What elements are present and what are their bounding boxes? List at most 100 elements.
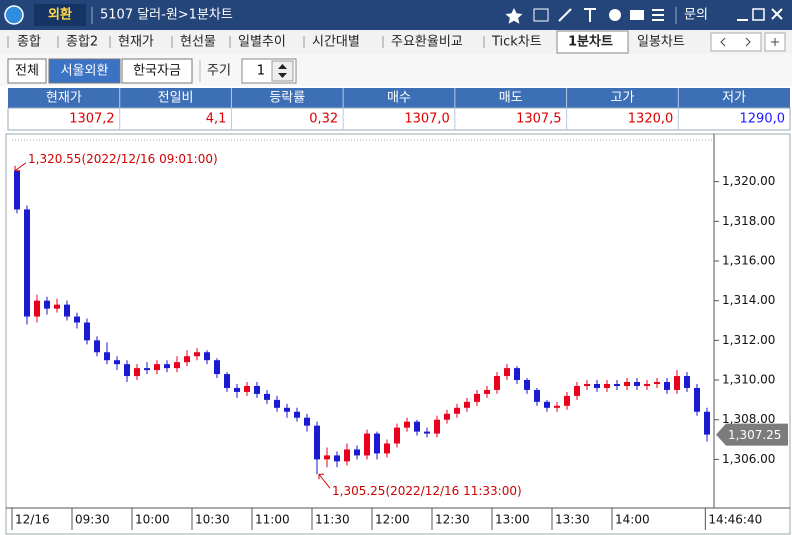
annotation-arrowhead	[318, 473, 324, 480]
tab-add-icon[interactable]	[771, 38, 779, 46]
tab[interactable]: 일별추이	[238, 35, 286, 50]
tab[interactable]: 주요환율비교	[391, 35, 463, 50]
candle-body	[414, 421, 420, 432]
candle-body	[444, 413, 450, 420]
candle-body	[384, 443, 390, 454]
x-tick-label: 09:30	[75, 513, 110, 527]
candle-body	[174, 362, 180, 369]
x-tick-label: 12:30	[435, 513, 470, 527]
tab[interactable]: 현선물	[180, 35, 216, 50]
candle-body	[224, 374, 230, 388]
tab[interactable]: 현재가	[118, 35, 154, 50]
filter-button-label[interactable]: 서울외환	[61, 64, 109, 79]
candle-body	[144, 368, 150, 371]
table-header-row	[8, 88, 790, 108]
spinner-buttons[interactable]	[271, 60, 294, 82]
y-tick-label: 1,318.00	[722, 214, 775, 228]
help-icon[interactable]	[609, 9, 621, 21]
candle-body	[574, 385, 580, 396]
candle-body	[554, 405, 560, 408]
candle-body	[94, 340, 100, 353]
table-header: 매수	[387, 91, 411, 106]
candle-body	[254, 385, 260, 394]
table-header: 현재가	[46, 91, 82, 106]
candle-body	[684, 376, 690, 388]
tab[interactable]: 종합2	[66, 35, 98, 50]
table-header: 매도	[499, 91, 523, 106]
header-tab[interactable]	[34, 4, 86, 26]
candle-body	[404, 421, 410, 428]
candle-body	[464, 401, 470, 408]
inquiry-button[interactable]: 문의	[684, 8, 708, 23]
candle-body	[264, 393, 270, 400]
tab[interactable]: 시간대별	[312, 35, 360, 50]
candle-body	[54, 304, 60, 309]
spinner-arrows[interactable]	[278, 64, 287, 78]
candle-body	[394, 427, 400, 444]
table-value: 1320,0	[628, 112, 674, 127]
x-tick-label: 11:00	[255, 513, 290, 527]
candle-body	[634, 382, 640, 386]
candle-body	[654, 382, 660, 384]
candle-body	[614, 383, 620, 386]
filter-button-label[interactable]: 한국자금	[133, 64, 181, 79]
annotation-arrow	[318, 473, 331, 489]
candle-body	[664, 382, 670, 390]
candle-body	[234, 387, 240, 392]
period-value[interactable]: 1	[257, 64, 265, 79]
candle-body	[454, 407, 460, 414]
candle-body	[124, 364, 130, 377]
y-tick-label: 1,312.00	[722, 333, 775, 347]
candle-body	[324, 455, 330, 460]
candle-body	[544, 401, 550, 408]
tab[interactable]: 종합	[17, 35, 41, 50]
filter-button[interactable]	[7, 58, 47, 84]
edit-icon[interactable]	[558, 8, 572, 22]
candle-body	[344, 449, 350, 462]
filter-button[interactable]	[48, 58, 121, 84]
candle-body	[564, 395, 570, 406]
candle-body	[64, 304, 70, 317]
print-icon[interactable]	[630, 10, 644, 20]
tab[interactable]: 1분차트	[568, 34, 613, 50]
tab-scroll[interactable]	[710, 32, 762, 52]
candle-body	[274, 399, 280, 408]
menu-icon[interactable]	[652, 9, 664, 21]
candle-body	[494, 376, 500, 390]
tab-scroll-arrows[interactable]	[720, 37, 751, 47]
tab[interactable]: Tick차트	[491, 35, 542, 50]
table-value: 1307,2	[69, 112, 115, 127]
candle-body	[24, 209, 30, 317]
header-tab-label[interactable]: 외환	[48, 7, 72, 23]
x-tick-label: 14:00	[615, 513, 650, 527]
candle-body	[114, 360, 120, 365]
candle-body	[294, 411, 300, 418]
candle-body	[524, 380, 530, 390]
close-button[interactable]	[771, 8, 783, 20]
last-price-label: 1,307.25	[728, 428, 781, 442]
link-icon[interactable]	[533, 8, 549, 22]
annotation: 1,320.55(2022/12/16 09:01:00)	[28, 152, 218, 166]
font-icon[interactable]	[584, 8, 596, 22]
filter-button[interactable]	[121, 58, 193, 84]
candle-body	[624, 382, 630, 386]
maximize-button[interactable]	[752, 8, 765, 21]
candle-body	[204, 352, 210, 361]
candle-body	[284, 407, 290, 412]
table-value: 0,32	[309, 112, 338, 127]
x-tick-label: 12:00	[375, 513, 410, 527]
tab-selected-bg[interactable]	[556, 30, 629, 54]
candle-body	[594, 383, 600, 388]
x-tick-label: 14:46:40	[708, 513, 762, 527]
candle-body	[84, 322, 90, 341]
tab[interactable]: 일봉차트	[637, 35, 685, 50]
tab-row	[0, 30, 792, 54]
candle-body	[154, 364, 160, 371]
candle-body	[244, 385, 250, 392]
filter-button-label[interactable]: 전체	[15, 64, 39, 79]
favorite-icon[interactable]	[505, 8, 523, 24]
app-logo	[4, 5, 24, 25]
annotation-arrowhead	[14, 165, 20, 172]
candle-body	[304, 417, 310, 426]
tab-list: 종합 종합2 현재가 현선물 일별추이 시간대별 주요환율비교 Tick차트 1분차트 일봉차트	[7, 30, 685, 54]
